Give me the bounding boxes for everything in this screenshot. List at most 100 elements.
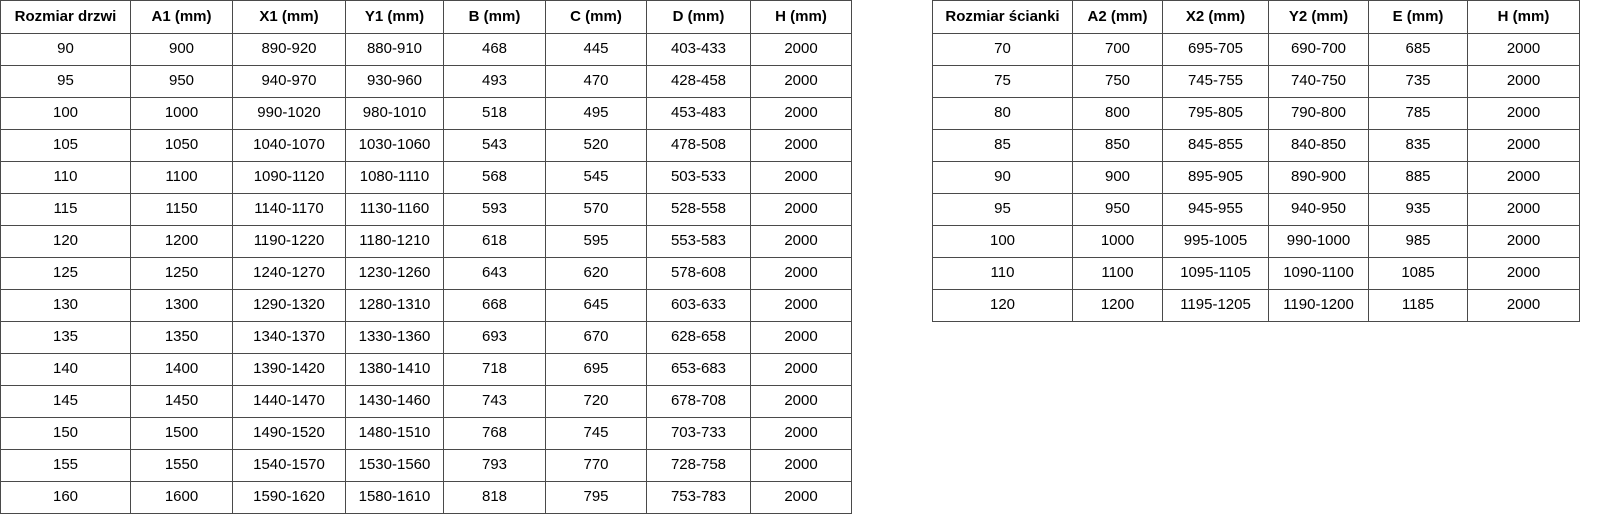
- door-cell: 890-920: [232, 33, 346, 66]
- wall-cell: 850: [1072, 129, 1163, 162]
- door-cell: 1230-1260: [345, 257, 444, 290]
- door-cell: 2000: [750, 129, 852, 162]
- wall-cell: 985: [1368, 225, 1468, 258]
- wall-cell: 2000: [1467, 97, 1580, 130]
- wall-cell: 2000: [1467, 129, 1580, 162]
- door-cell: 520: [545, 129, 647, 162]
- door-cell: 105: [0, 129, 131, 162]
- table-row: 150 1500 1490-1520 1480-1510 768 745 703-733 20…: [0, 417, 852, 450]
- wall-cell: 110: [932, 257, 1073, 290]
- door-cell: 2000: [750, 225, 852, 258]
- door-cell: 980-1010: [345, 97, 444, 130]
- door-cell: 695: [545, 353, 647, 386]
- door-cell: 1180-1210: [345, 225, 444, 258]
- wall-cell: 1095-1105: [1162, 257, 1269, 290]
- door-cell: 1040-1070: [232, 129, 346, 162]
- wall-cell: 70: [932, 33, 1073, 66]
- door-cell: 90: [0, 33, 131, 66]
- door-column-header: H (mm): [750, 0, 852, 34]
- door-cell: 1340-1370: [232, 321, 346, 354]
- door-cell: 720: [545, 385, 647, 418]
- door-cell: 645: [545, 289, 647, 322]
- door-cell: 2000: [750, 289, 852, 322]
- wall-cell: 95: [932, 193, 1073, 226]
- door-cell: 135: [0, 321, 131, 354]
- door-cell: 1240-1270: [232, 257, 346, 290]
- door-cell: 2000: [750, 33, 852, 66]
- door-column-header: X1 (mm): [232, 0, 346, 34]
- wall-cell: 1200: [1072, 289, 1163, 322]
- table-row: 90 900 890-920 880-910 468 445 403-433 2000: [0, 33, 852, 66]
- door-cell: 1300: [130, 289, 233, 322]
- door-cell: 1030-1060: [345, 129, 444, 162]
- door-cell: 1190-1220: [232, 225, 346, 258]
- door-cell: 115: [0, 193, 131, 226]
- door-cell: 120: [0, 225, 131, 258]
- wall-cell: 845-855: [1162, 129, 1269, 162]
- door-column-header: D (mm): [646, 0, 751, 34]
- door-cell: 643: [443, 257, 546, 290]
- door-cell: 990-1020: [232, 97, 346, 130]
- wall-cell: 2000: [1467, 33, 1580, 66]
- door-cell: 428-458: [646, 65, 751, 98]
- wall-table-header: Rozmiar ścianki A2 (mm) X2 (mm) Y2 (mm) E (m…: [932, 0, 1580, 34]
- wall-cell: 840-850: [1268, 129, 1369, 162]
- door-cell: 140: [0, 353, 131, 386]
- door-cell: 453-483: [646, 97, 751, 130]
- door-cell: 518: [443, 97, 546, 130]
- table-header-row: Rozmiar drzwi A1 (mm) X1 (mm) Y1 (mm) B (mm)…: [0, 0, 852, 34]
- door-cell: 1130-1160: [345, 193, 444, 226]
- door-cell: 795: [545, 481, 647, 514]
- door-cell: 1000: [130, 97, 233, 130]
- door-cell: 628-658: [646, 321, 751, 354]
- door-cell: 718: [443, 353, 546, 386]
- door-cell: 728-758: [646, 449, 751, 482]
- wall-cell: 2000: [1467, 193, 1580, 226]
- wall-cell: 2000: [1467, 161, 1580, 194]
- door-cell: 1540-1570: [232, 449, 346, 482]
- wall-cell: 995-1005: [1162, 225, 1269, 258]
- wall-cell: 800: [1072, 97, 1163, 130]
- wall-cell: 900: [1072, 161, 1163, 194]
- wall-cell: 2000: [1467, 289, 1580, 322]
- door-cell: 1400: [130, 353, 233, 386]
- wall-cell: 1195-1205: [1162, 289, 1269, 322]
- door-dimensions-table: Rozmiar drzwi A1 (mm) X1 (mm) Y1 (mm) B (mm)…: [0, 0, 852, 514]
- wall-cell: 90: [932, 161, 1073, 194]
- door-table-body: 90 900 890-920 880-910 468 445 403-433 2000 95 95…: [0, 33, 852, 514]
- door-cell: 1600: [130, 481, 233, 514]
- door-cell: 1090-1120: [232, 161, 346, 194]
- wall-cell: 700: [1072, 33, 1163, 66]
- door-cell: 880-910: [345, 33, 444, 66]
- door-cell: 445: [545, 33, 647, 66]
- table-row: 80 800 795-805 790-800 785 2000: [932, 97, 1580, 130]
- wall-cell: 835: [1368, 129, 1468, 162]
- door-cell: 603-633: [646, 289, 751, 322]
- door-cell: 703-733: [646, 417, 751, 450]
- door-cell: 468: [443, 33, 546, 66]
- wall-cell: 1190-1200: [1268, 289, 1369, 322]
- door-cell: 545: [545, 161, 647, 194]
- door-cell: 1430-1460: [345, 385, 444, 418]
- table-row: 100 1000 990-1020 980-1010 518 495 453-483 2000: [0, 97, 852, 130]
- wall-cell: 2000: [1467, 257, 1580, 290]
- table-row: 110 1100 1090-1120 1080-1110 568 545 503-533 20…: [0, 161, 852, 194]
- table-row: 130 1300 1290-1320 1280-1310 668 645 603-633 20…: [0, 289, 852, 322]
- door-column-header: Rozmiar drzwi: [0, 0, 131, 34]
- wall-cell: 935: [1368, 193, 1468, 226]
- wall-cell: 895-905: [1162, 161, 1269, 194]
- door-cell: 1350: [130, 321, 233, 354]
- wall-cell: 75: [932, 65, 1073, 98]
- door-cell: 1500: [130, 417, 233, 450]
- door-cell: 1580-1610: [345, 481, 444, 514]
- door-cell: 2000: [750, 257, 852, 290]
- wall-table-body: 70 700 695-705 690-700 685 2000 75 750 745-755 74…: [932, 33, 1580, 322]
- wall-column-header: Rozmiar ścianki: [932, 0, 1073, 34]
- door-cell: 743: [443, 385, 546, 418]
- door-cell: 543: [443, 129, 546, 162]
- door-cell: 503-533: [646, 161, 751, 194]
- wall-cell: 885: [1368, 161, 1468, 194]
- door-cell: 2000: [750, 449, 852, 482]
- wall-column-header: A2 (mm): [1072, 0, 1163, 34]
- table-row: 85 850 845-855 840-850 835 2000: [932, 129, 1580, 162]
